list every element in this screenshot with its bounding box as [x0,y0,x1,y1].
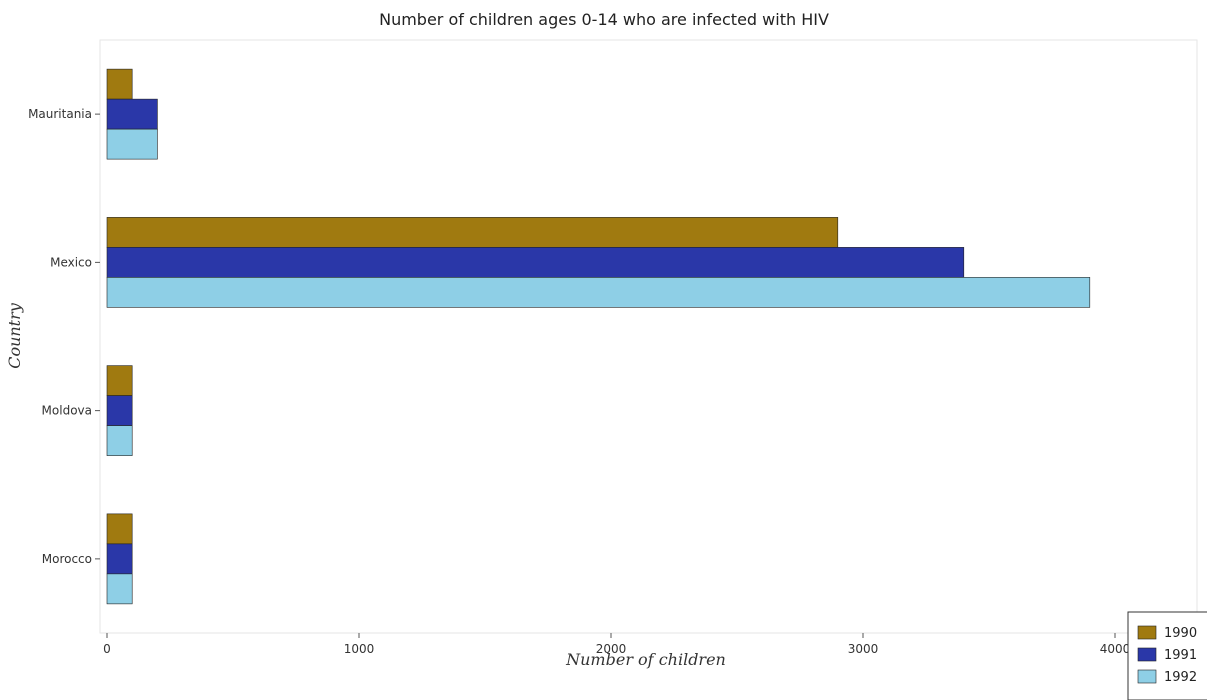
bar-1991-morocco [106,543,133,575]
chart-title: Number of children ages 0-14 who are inf… [379,10,829,29]
x-tick-label: 4000 [1100,642,1131,656]
x-tick-label: 0 [103,642,111,656]
y-tick-label: Morocco [42,552,92,566]
bar-1991-mexico [106,247,965,278]
x-axis-label: Number of children [565,650,726,669]
legend-swatch-1991 [1137,647,1157,662]
y-tick-label: Moldova [42,404,92,418]
bar-1991-moldova [106,395,133,426]
bar-1990-morocco [106,513,133,545]
bars-group [106,68,1091,605]
bar-1991-mauritania [106,98,158,130]
legend-label-1991: 1991 [1164,648,1197,663]
bar-1990-mauritania [106,68,133,100]
bar-1992-moldova [106,425,133,456]
x-tick-label: 3000 [848,642,879,656]
legend: 1990 1991 1992 [1127,611,1207,700]
bar-1992-mauritania [106,128,158,160]
x-tick-label: 2000 [596,642,627,656]
y-tick-label: Mauritania [28,107,92,121]
legend-swatch-1992 [1137,669,1157,684]
bar-1992-mexico [106,277,1091,308]
bar-1990-mexico [106,217,839,248]
legend-label-1992: 1992 [1164,670,1197,685]
bar-1990-moldova [106,365,133,396]
x-tick-label: 1000 [344,642,375,656]
x-axis: 0 1000 2000 3000 4000 [103,633,1130,656]
y-tick-label: Mexico [50,255,92,269]
y-axis: Mauritania Mexico Moldova Morocco [28,107,100,566]
plot-area-frame [99,39,1198,634]
y-axis-label: Country [5,302,24,369]
legend-swatch-1990 [1137,625,1157,640]
bar-1992-morocco [106,573,133,605]
legend-label-1990: 1990 [1164,626,1197,641]
